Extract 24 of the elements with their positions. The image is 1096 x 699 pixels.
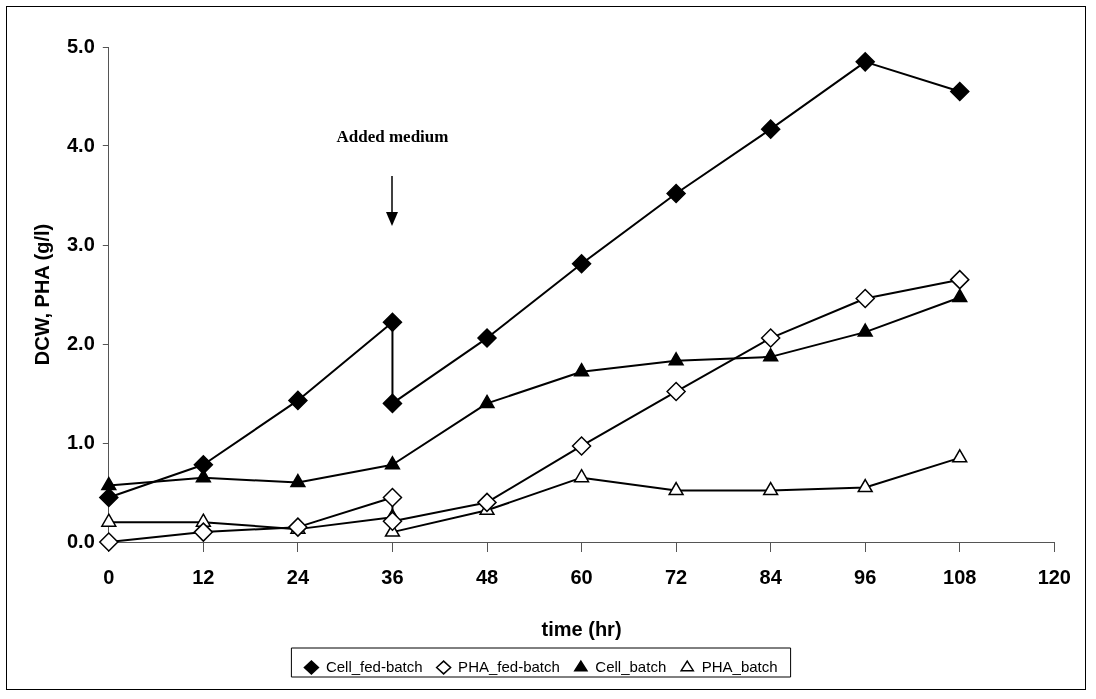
y-tick-label: 1.0 (66, 430, 95, 453)
legend-label: PHA_fed-batch (458, 657, 560, 675)
y-tick-label: 5.0 (66, 34, 95, 57)
legend-label: Cell_fed-batch (325, 657, 423, 675)
x-tick-label: 84 (759, 565, 783, 588)
x-tick-label: 0 (103, 565, 115, 588)
annotation: Added medium (336, 126, 449, 146)
x-tick-label: 60 (570, 565, 593, 588)
x-tick-label: 120 (1037, 565, 1071, 588)
x-tick-label: 12 (192, 565, 215, 588)
x-tick-label: 24 (286, 565, 310, 588)
y-tick-label: 0.0 (66, 529, 95, 552)
x-tick-label: 48 (475, 565, 499, 588)
x-tick-label: 96 (854, 565, 877, 588)
x-tick-label: 72 (664, 565, 688, 588)
y-tick-label: 2.0 (66, 331, 95, 354)
y-tick-label: 3.0 (66, 232, 95, 255)
y-axis-title: DCW, PHA (g/l) (30, 223, 53, 366)
x-tick-label: 36 (381, 565, 404, 588)
legend-label: Cell_batch (595, 657, 667, 675)
x-axis-title: time (hr) (541, 617, 622, 640)
y-tick-label: 4.0 (66, 133, 95, 156)
legend-label: PHA_batch (701, 657, 778, 675)
x-tick-label: 108 (943, 565, 977, 588)
